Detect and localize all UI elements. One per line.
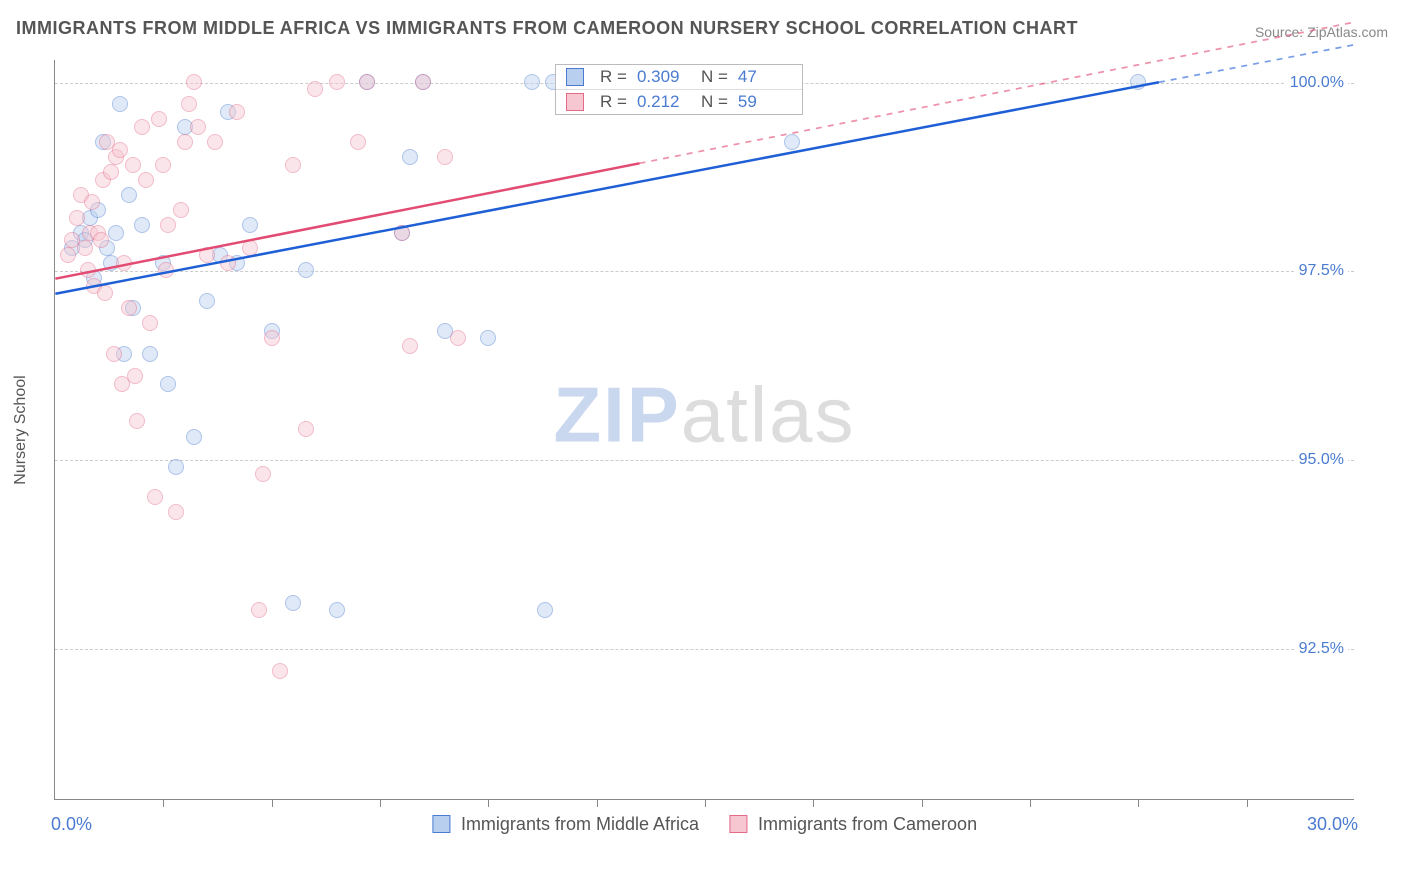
legend-r-value-1: 0.212 (637, 92, 691, 112)
x-axis-max-label: 30.0% (1307, 814, 1358, 835)
trend-line-dashed-middle_africa (1159, 45, 1354, 82)
legend-stats-row-0: R = 0.309 N = 47 (556, 65, 802, 90)
trend-line-cameroon (55, 163, 639, 278)
legend-stats-row-1: R = 0.212 N = 59 (556, 90, 802, 114)
x-tick (922, 799, 923, 807)
x-tick (272, 799, 273, 807)
x-tick (488, 799, 489, 807)
legend-item-0: Immigrants from Middle Africa (432, 814, 699, 835)
legend-n-value-0: 47 (738, 67, 792, 87)
legend-r-label: R = (600, 92, 627, 112)
legend-swatch-1 (566, 93, 584, 111)
x-tick (380, 799, 381, 807)
legend-r-label: R = (600, 67, 627, 87)
legend-swatch-0 (566, 68, 584, 86)
legend-bottom-label-0: Immigrants from Middle Africa (461, 814, 699, 834)
legend-n-label: N = (701, 92, 728, 112)
x-tick (813, 799, 814, 807)
legend-r-value-0: 0.309 (637, 67, 691, 87)
legend-stats-box: R = 0.309 N = 47 R = 0.212 N = 59 (555, 64, 803, 115)
x-tick (705, 799, 706, 807)
y-axis-title: Nursery School (12, 375, 30, 484)
legend-bottom-label-1: Immigrants from Cameroon (758, 814, 977, 834)
x-tick (597, 799, 598, 807)
source-label: Source: (1255, 24, 1307, 40)
legend-bottom: Immigrants from Middle Africa Immigrants… (432, 814, 977, 835)
legend-n-value-1: 59 (738, 92, 792, 112)
legend-bottom-swatch-1 (729, 815, 747, 833)
x-tick (1138, 799, 1139, 807)
chart-title: IMMIGRANTS FROM MIDDLE AFRICA VS IMMIGRA… (16, 18, 1078, 39)
legend-bottom-swatch-0 (432, 815, 450, 833)
x-tick (163, 799, 164, 807)
x-axis-min-label: 0.0% (51, 814, 92, 835)
x-tick (1247, 799, 1248, 807)
plot-area: Nursery School ZIPatlas R = 0.309 N = 47… (54, 60, 1354, 800)
legend-n-label: N = (701, 67, 728, 87)
x-tick (1030, 799, 1031, 807)
trend-lines-layer (55, 60, 1354, 799)
legend-item-1: Immigrants from Cameroon (729, 814, 977, 835)
source-value: ZipAtlas.com (1307, 24, 1388, 40)
